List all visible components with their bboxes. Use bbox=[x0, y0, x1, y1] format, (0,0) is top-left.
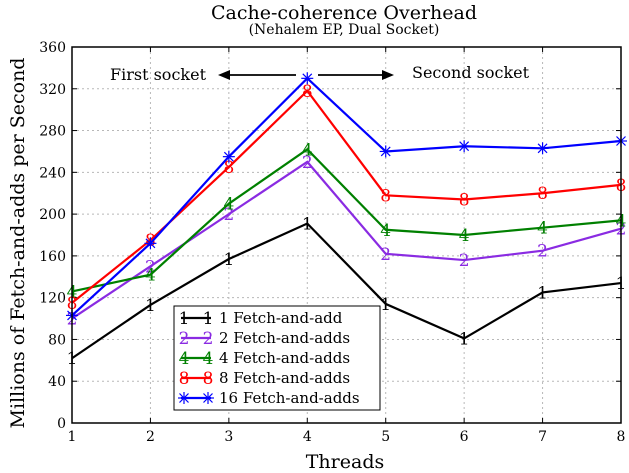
x-tick-label: 2 bbox=[146, 429, 155, 445]
star-marker-stroke bbox=[459, 141, 470, 152]
right-arrowhead bbox=[382, 70, 394, 80]
legend-label: 1 Fetch-and-add bbox=[219, 309, 343, 327]
star-marker-stroke bbox=[537, 143, 548, 154]
data-point: 4 bbox=[179, 349, 190, 369]
data-point bbox=[222, 150, 235, 163]
data-point bbox=[144, 237, 157, 250]
data-point: 2 bbox=[203, 329, 214, 349]
legend-label: 4 Fetch-and-adds bbox=[219, 349, 350, 367]
x-tick-label: 5 bbox=[381, 429, 390, 445]
series-16-fetch-and-adds bbox=[66, 72, 627, 322]
data-point: 1 bbox=[203, 309, 214, 329]
star-marker-stroke bbox=[179, 393, 189, 403]
y-tick-label: 160 bbox=[39, 249, 66, 265]
data-point: 1 bbox=[145, 296, 156, 316]
data-point: 8 bbox=[179, 369, 190, 389]
y-tick-label: 320 bbox=[39, 82, 66, 98]
data-point: 4 bbox=[203, 349, 214, 369]
y-tick-label: 80 bbox=[48, 332, 66, 348]
legend-label: 8 Fetch-and-adds bbox=[219, 369, 350, 387]
data-point: 2 bbox=[459, 251, 470, 271]
data-point: 2 bbox=[537, 242, 548, 262]
legend-label: 16 Fetch-and-adds bbox=[219, 389, 360, 407]
x-tick-label: 1 bbox=[68, 429, 77, 445]
second-socket-annotation: Second socket bbox=[412, 63, 530, 82]
data-point: 2 bbox=[302, 153, 313, 173]
series-line bbox=[71, 222, 622, 360]
data-point: 1 bbox=[179, 309, 190, 329]
data-point: 8 bbox=[459, 190, 470, 210]
y-tick-label: 40 bbox=[48, 374, 66, 390]
data-point: 2 bbox=[179, 329, 190, 349]
data-point: 2 bbox=[145, 257, 156, 277]
x-axis-label: Threads bbox=[306, 451, 384, 473]
y-tick-label: 240 bbox=[39, 165, 66, 181]
series-line bbox=[71, 160, 622, 320]
star-marker-stroke bbox=[302, 73, 313, 84]
x-tick-label: 7 bbox=[538, 429, 547, 445]
y-tick-label: 200 bbox=[39, 207, 66, 223]
data-point: 4 bbox=[145, 266, 156, 286]
y-axis-label: Millions of Fetch-and-adds per Second bbox=[7, 58, 29, 429]
data-point: 2 bbox=[223, 205, 234, 225]
chart-subtitle: (Nehalem EP, Dual Socket) bbox=[249, 22, 440, 38]
y-tick-label: 360 bbox=[39, 40, 66, 56]
data-point: 1 bbox=[302, 215, 313, 235]
data-point: 8 bbox=[203, 369, 214, 389]
data-point: 2 bbox=[380, 245, 391, 265]
legend-label: 2 Fetch-and-adds bbox=[219, 329, 350, 347]
data-point: 1 bbox=[380, 295, 391, 315]
data-point bbox=[301, 72, 314, 85]
data-point: 8 bbox=[537, 184, 548, 204]
data-point: 8 bbox=[223, 158, 234, 178]
data-point bbox=[536, 142, 549, 155]
data-point bbox=[202, 392, 214, 404]
data-point: 8 bbox=[380, 186, 391, 206]
chart-title: Cache-coherence Overhead bbox=[211, 2, 477, 24]
annotation-layer: First socket Second socket bbox=[110, 63, 530, 84]
plot-frame bbox=[71, 46, 622, 424]
x-tick-label: 4 bbox=[303, 429, 312, 445]
series-line bbox=[71, 147, 622, 293]
star-marker-stroke bbox=[145, 238, 156, 249]
star-marker-stroke bbox=[203, 393, 213, 403]
first-socket-annotation: First socket bbox=[110, 65, 207, 84]
star-marker-stroke bbox=[380, 146, 391, 157]
data-point: 4 bbox=[223, 195, 234, 215]
y-tick-label: 120 bbox=[39, 291, 66, 307]
data-point bbox=[178, 392, 190, 404]
data-point bbox=[458, 140, 471, 153]
legend-item: 16 Fetch-and-adds bbox=[178, 389, 360, 407]
data-point: 4 bbox=[380, 221, 391, 241]
data-point bbox=[379, 145, 392, 158]
x-tick-label: 6 bbox=[460, 429, 469, 445]
star-marker-stroke bbox=[223, 151, 234, 162]
data-point: 8 bbox=[302, 82, 313, 102]
data-point: 4 bbox=[302, 140, 313, 160]
left-arrowhead bbox=[218, 70, 230, 80]
y-tick-label: 0 bbox=[57, 416, 66, 432]
data-point: 1 bbox=[537, 283, 548, 303]
y-tick-label: 280 bbox=[39, 124, 66, 140]
x-tick-label: 3 bbox=[224, 429, 233, 445]
series-line bbox=[71, 76, 622, 317]
data-point: 1 bbox=[459, 329, 470, 349]
x-tick-label: 8 bbox=[617, 429, 626, 445]
data-point: 4 bbox=[537, 219, 548, 239]
data-point: 1 bbox=[223, 250, 234, 270]
data-point: 4 bbox=[459, 226, 470, 246]
